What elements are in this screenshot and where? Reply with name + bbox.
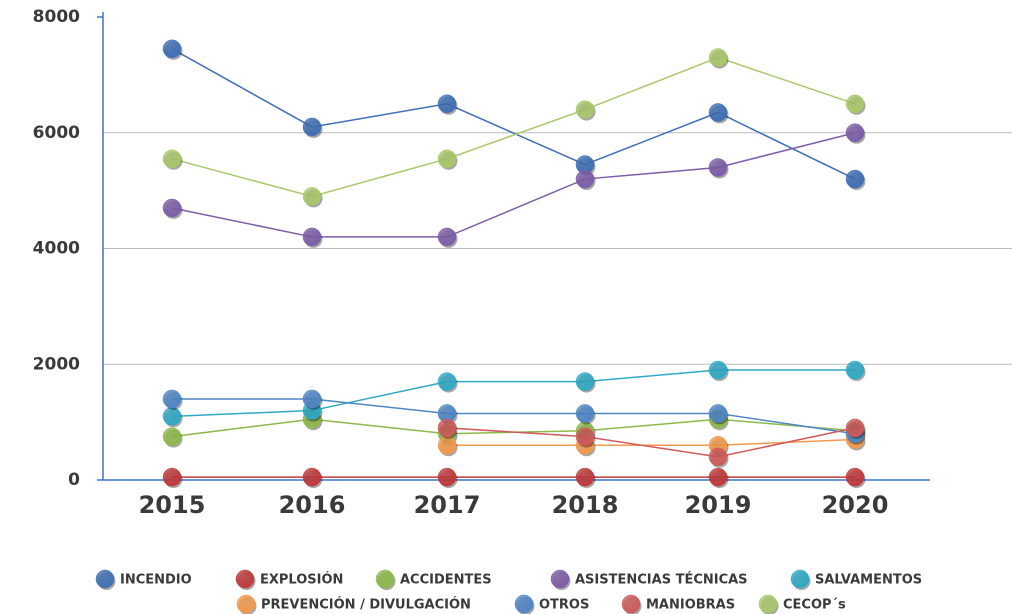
legend-label: EXPLOSIÓN	[260, 572, 343, 588]
data-point	[845, 123, 865, 142]
y-tick-label: 0	[68, 470, 80, 490]
data-point	[437, 94, 457, 114]
y-tick-label: 8000	[33, 7, 80, 27]
data-point	[437, 418, 457, 438]
legend-marker	[235, 569, 255, 589]
data-point	[708, 360, 728, 380]
data-point	[575, 467, 595, 487]
data-point	[575, 372, 595, 391]
legend-label: OTROS	[539, 598, 589, 613]
data-point	[437, 467, 457, 487]
series-line	[171, 369, 855, 418]
data-point	[302, 117, 322, 137]
data-point	[162, 198, 182, 218]
data-point	[575, 404, 595, 423]
series-line	[171, 48, 856, 180]
data-point	[708, 467, 728, 487]
data-point	[708, 103, 728, 122]
data-point	[437, 372, 457, 391]
data-point	[437, 227, 457, 247]
series-line	[171, 132, 856, 238]
data-point	[302, 389, 322, 409]
data-point	[708, 158, 728, 177]
series-line	[171, 56, 856, 198]
x-tick-label: 2020	[822, 491, 889, 519]
x-tick-label: 2016	[279, 491, 346, 519]
legend-label: ASISTENCIAS TÉCNICAS	[575, 572, 748, 588]
legend-marker	[621, 594, 641, 614]
data-point	[845, 467, 865, 487]
data-point	[845, 169, 865, 189]
data-point	[708, 48, 728, 67]
y-tick-label: 2000	[33, 354, 80, 374]
data-point	[162, 407, 182, 426]
legend-marker	[514, 594, 534, 614]
legend-label: SALVAMENTOS	[815, 573, 922, 588]
x-tick-label: 2015	[139, 491, 206, 519]
data-point	[437, 436, 457, 455]
data-point	[162, 467, 182, 487]
data-point	[302, 187, 322, 206]
data-point	[575, 427, 595, 446]
data-point	[845, 418, 865, 438]
y-tick-label: 6000	[33, 123, 80, 143]
data-point	[708, 404, 728, 423]
legend-marker	[375, 569, 395, 589]
x-tick-label: 2019	[685, 491, 752, 519]
legend-label: INCENDIO	[120, 573, 192, 588]
legend-label: PREVENCIÓN / DIVULGACIÓN	[261, 597, 471, 613]
x-tick-label: 2018	[552, 491, 619, 519]
data-point	[845, 94, 865, 114]
legend-marker	[550, 569, 570, 589]
x-tick-label: 2017	[414, 491, 481, 519]
legend-label: MANIOBRAS	[646, 598, 735, 613]
y-tick-label: 4000	[33, 239, 80, 259]
data-point	[708, 447, 728, 467]
legend-marker	[236, 594, 256, 614]
data-point	[575, 169, 595, 189]
series-line	[171, 418, 856, 438]
data-point	[302, 467, 322, 487]
legend-marker	[790, 569, 810, 589]
legend-label: CECOP´s	[783, 598, 846, 613]
data-point	[302, 227, 322, 247]
data-point	[162, 149, 182, 169]
data-point	[575, 100, 595, 119]
data-point	[162, 39, 182, 59]
legend-label: ACCIDENTES	[400, 573, 492, 588]
data-point	[162, 389, 182, 409]
data-point	[437, 149, 457, 169]
series-line	[446, 427, 856, 458]
legend-marker	[758, 594, 778, 614]
data-point	[845, 360, 865, 380]
series-line	[172, 398, 856, 435]
data-point	[162, 427, 182, 446]
legend-marker	[95, 569, 115, 589]
